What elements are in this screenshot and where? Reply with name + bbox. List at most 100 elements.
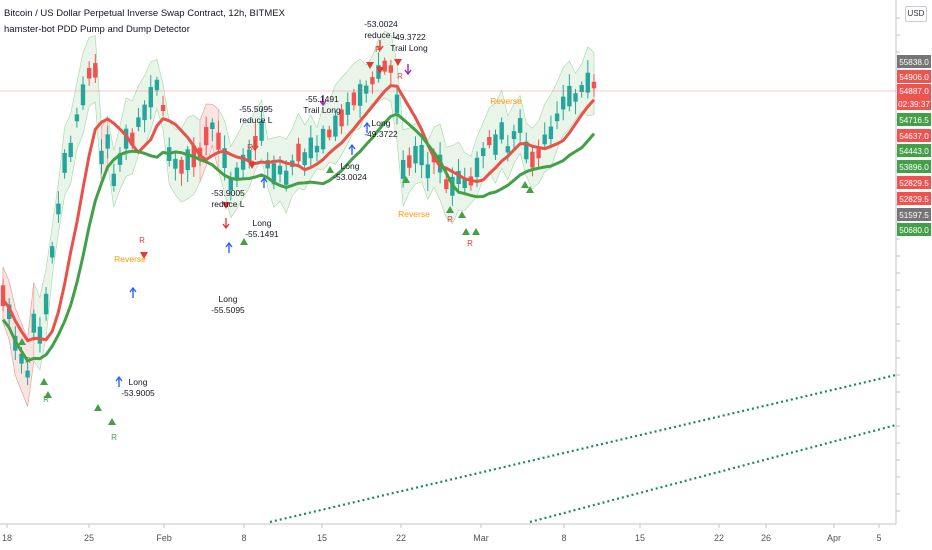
candle [148, 87, 153, 108]
candle [481, 148, 486, 156]
annotation-long: Long [129, 377, 148, 387]
candle [357, 84, 363, 106]
annotation-reduce: -53.0024 [364, 19, 398, 29]
candle [142, 104, 147, 121]
price-label-box [897, 176, 931, 189]
currency-button[interactable]: USD [905, 6, 927, 22]
x-tick-label-apr: Apr [827, 533, 841, 543]
candle [388, 65, 393, 73]
sell-triangle [140, 252, 148, 259]
candle [376, 65, 381, 79]
annotation-trail: -55.1491 [305, 94, 339, 104]
candle [561, 96, 566, 110]
candle [62, 152, 67, 173]
candle [111, 173, 116, 186]
ema-red-line [1, 84, 596, 343]
candle [394, 94, 400, 113]
buy-triangle [108, 418, 116, 425]
candle [542, 134, 547, 145]
candle [25, 370, 30, 378]
annotation-reduce: reduce L [211, 199, 244, 209]
buy-triangle [458, 211, 466, 218]
candle [505, 146, 510, 153]
reduce-arrow [222, 218, 230, 230]
buy-triangle [462, 228, 470, 235]
candle [160, 105, 166, 111]
candle [154, 79, 160, 91]
buy-triangle [402, 176, 410, 183]
annotation-trail: Trail Long [303, 105, 341, 115]
candle [474, 157, 480, 177]
price-label: 54637.0 [899, 132, 929, 141]
candle [413, 146, 418, 164]
candle [216, 132, 221, 150]
buy-triangle [472, 228, 480, 235]
candle [136, 117, 141, 127]
candle [284, 170, 289, 185]
buy-triangle [521, 181, 529, 188]
sell-triangle [394, 59, 402, 66]
sell-triangle [366, 62, 374, 69]
candle [50, 246, 55, 258]
candle [308, 137, 313, 159]
x-tick-label-8: 8 [241, 533, 246, 543]
annotation-long: Long [253, 218, 272, 228]
x-tick-label-8: 8 [561, 533, 566, 543]
annotation-long: -49.3722 [364, 129, 398, 139]
candle [419, 145, 424, 166]
chart-title: Bitcoin / US Dollar Perpetual Inverse Sw… [4, 8, 285, 19]
r-marker: R [397, 72, 403, 81]
r-marker: R [447, 215, 453, 224]
x-tick-label-5: 5 [876, 533, 881, 543]
annotation-long: Long [341, 161, 360, 171]
candle [179, 159, 184, 174]
r-marker: R [25, 356, 31, 365]
candle [74, 114, 80, 122]
candle [87, 68, 92, 79]
price-label-box [897, 160, 931, 173]
r-marker: R [375, 45, 381, 54]
candle [407, 155, 412, 168]
annotation-reduce: reduce L [364, 30, 397, 40]
candle [517, 118, 523, 133]
buy-triangle [18, 338, 26, 345]
candle [314, 145, 320, 153]
candle [31, 313, 36, 333]
candle [117, 153, 123, 165]
price-label: 54443.0 [899, 147, 929, 156]
candle [364, 85, 369, 94]
annotation-long: -55.1491 [245, 229, 279, 239]
price-label-box [897, 144, 931, 157]
candle [7, 304, 12, 319]
long-arrow [129, 286, 137, 298]
candle [511, 131, 517, 140]
r-marker: R [139, 236, 145, 245]
candle [444, 179, 449, 190]
price-label: 54906.0 [899, 73, 929, 82]
candle [296, 143, 301, 162]
long-arrow [260, 176, 268, 188]
candle [210, 122, 215, 129]
indicator-name: hamster-bot PDD Pump and Dump Detector [4, 24, 190, 35]
candle [277, 165, 283, 175]
trail-arrow [319, 95, 327, 107]
r-marker: R [43, 395, 49, 404]
candle [333, 115, 338, 137]
long-arrow [115, 375, 123, 387]
candle [197, 147, 203, 158]
price-label: 52829.5 [899, 195, 929, 204]
x-tick-label-15: 15 [317, 533, 327, 543]
sell-triangle [376, 67, 384, 74]
candle [345, 102, 350, 115]
candle [302, 152, 307, 166]
price-label-box [897, 97, 931, 110]
candle [573, 93, 578, 102]
candle [105, 134, 110, 149]
candle [579, 85, 584, 92]
candle [240, 154, 246, 170]
annotation-trail: Trail Long [390, 43, 428, 53]
candle [351, 92, 357, 106]
candle [37, 326, 43, 344]
